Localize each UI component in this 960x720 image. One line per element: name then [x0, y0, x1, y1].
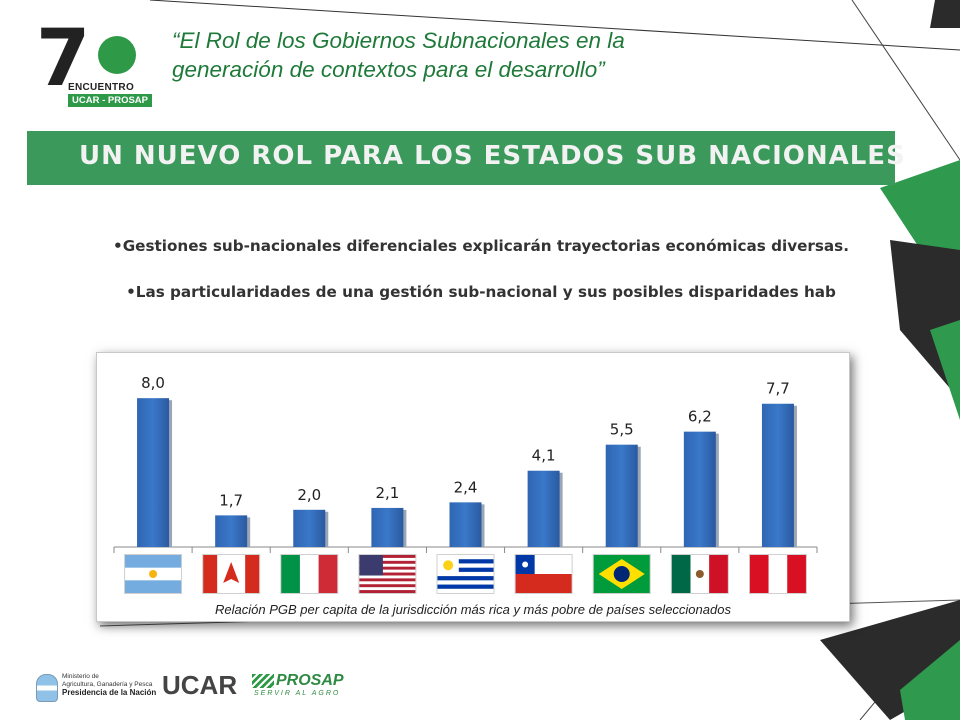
flag-icon [514, 554, 573, 594]
bullet-list: •Gestiones sub-nacionales diferenciales … [52, 234, 910, 326]
section-banner: UN NUEVO ROL PARA LOS ESTADOS SUB NACION… [27, 131, 905, 185]
data-label: 2,4 [454, 478, 478, 496]
bar [371, 507, 404, 547]
bar [293, 509, 326, 547]
bullet-item: •Las particularidades de una gestión sub… [126, 283, 836, 301]
logo-number: 7 [36, 14, 90, 104]
ministry-line-2: Agricultura, Ganadería y Pesca [62, 680, 153, 688]
chart-caption: Relación PGB per capita de la jurisdicci… [215, 602, 731, 617]
data-label: 2,1 [375, 484, 399, 502]
prosap-mark-icon [252, 674, 274, 688]
title-line-2: generación de contextos para el desarrol… [172, 57, 605, 82]
logo-green-dot [98, 36, 136, 74]
flag-icon [280, 554, 339, 594]
data-label: 5,5 [610, 421, 634, 439]
presidency-name: Presidencia de la Nación [62, 688, 157, 697]
bar-chart: 8,0 1,7 2,0 2,1 2,4 4,1 5,5 6,2 7,7 [113, 374, 818, 594]
flag-icon [436, 554, 495, 594]
banner-text: UN NUEVO ROL PARA LOS ESTADOS SUB NACION… [79, 141, 906, 171]
flag-icon [124, 554, 183, 594]
encuentro-logo: 7 ENCUENTRO UCAR - PROSAP [36, 20, 153, 110]
ministry-logo: Ministerio de Agricultura, Ganadería y P… [36, 672, 156, 706]
data-label: 7,7 [766, 380, 790, 398]
logo-line-ucar-prosap: UCAR - PROSAP [68, 94, 153, 107]
bar [605, 444, 638, 547]
argentina-seal-icon [36, 674, 58, 702]
bar [215, 515, 248, 547]
logo-line-encuentro: ENCUENTRO [68, 82, 135, 93]
ministry-name: Ministerio de Agricultura, Ganadería y P… [62, 673, 152, 688]
presentation-title: “El Rol de los Gobiernos Subnacionales e… [172, 26, 752, 84]
bar [449, 502, 482, 547]
bar [137, 398, 170, 547]
ucar-logo: UCAR [162, 670, 238, 700]
data-label: 4,1 [532, 447, 556, 465]
flag-icon [748, 554, 807, 594]
flag-icon [358, 554, 417, 594]
flag-icon [202, 554, 261, 594]
data-label: 8,0 [141, 374, 165, 392]
data-label: 2,0 [297, 486, 321, 504]
title-line-1: “El Rol de los Gobiernos Subnacionales e… [172, 28, 625, 53]
data-label: 6,2 [688, 408, 712, 426]
data-label: 1,7 [219, 491, 243, 509]
flag-icon [592, 554, 651, 594]
bar [761, 403, 794, 547]
bar [683, 431, 716, 547]
ministry-line-1: Ministerio de [62, 673, 99, 680]
prosap-logo: PROSAP SERVIR AL AGRO [252, 672, 352, 702]
chart-panel: 8,0 1,7 2,0 2,1 2,4 4,1 5,5 6,2 7,7 Relación PGB… [96, 352, 850, 622]
prosap-name: PROSAP [276, 672, 344, 689]
bullet-item: •Gestiones sub-nacionales diferenciales … [113, 237, 849, 255]
flag-icon [670, 554, 729, 594]
prosap-tagline: SERVIR AL AGRO [254, 690, 341, 697]
bar [527, 470, 560, 547]
